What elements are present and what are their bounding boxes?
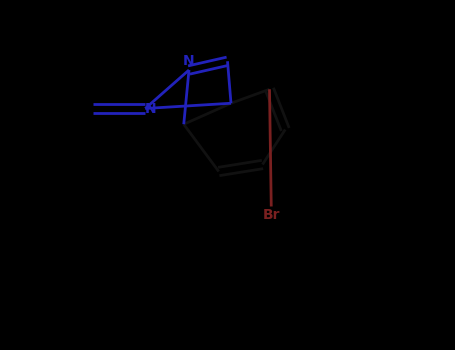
- Text: Br: Br: [263, 208, 280, 222]
- Text: N: N: [145, 102, 157, 116]
- Text: N: N: [183, 54, 195, 68]
